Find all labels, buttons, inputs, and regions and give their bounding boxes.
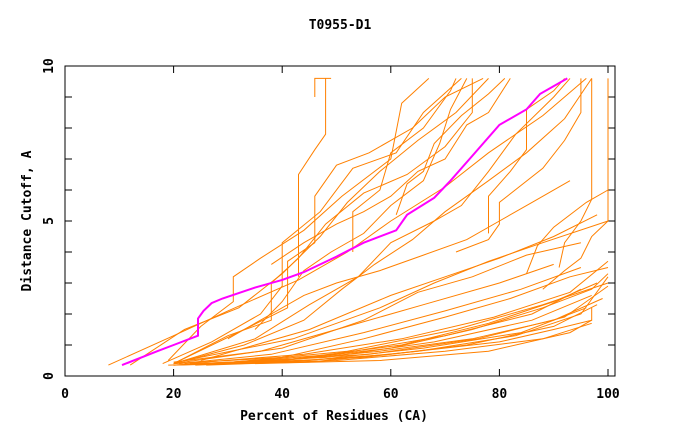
series-line-m7 — [173, 78, 593, 365]
series-line-m4 — [162, 78, 462, 365]
series-line-m29 — [173, 263, 554, 363]
series-line-m35 — [455, 78, 582, 253]
series-line-m32 — [254, 319, 592, 365]
x-tick-label: 40 — [274, 387, 290, 402]
x-tick-label: 0 — [61, 387, 69, 402]
series-line-m12 — [227, 180, 571, 340]
series-line-m5 — [173, 78, 473, 365]
series-line-m38 — [271, 78, 511, 265]
series-line-m36 — [526, 189, 609, 274]
x-tick-label: 80 — [492, 387, 508, 402]
y-axis-label: Distance Cutoff, A — [20, 150, 35, 291]
series-line-m2 — [129, 78, 489, 366]
x-tick-label: 100 — [596, 387, 620, 402]
series-line-m27 — [216, 282, 609, 365]
series-line-m6 — [173, 77, 484, 365]
series-line-m21 — [178, 267, 582, 365]
series-line-m31 — [238, 285, 609, 363]
series-line-m20 — [173, 282, 598, 366]
x-axis-label: Percent of Residues (CA) — [240, 409, 428, 424]
series-line-m15 — [200, 214, 598, 361]
series-line-m28 — [227, 304, 598, 365]
series-line-m14 — [184, 220, 609, 361]
series-line-m25 — [206, 322, 592, 366]
series-line-m33 — [352, 78, 457, 252]
series-line-m30 — [184, 260, 609, 365]
series-line-m9 — [298, 78, 327, 277]
x-tick-label: 60 — [383, 387, 399, 402]
y-tick-label: 10 — [42, 58, 57, 74]
series-line-m40 — [542, 78, 609, 290]
series-line-m13 — [173, 242, 582, 365]
series-line-m34 — [488, 78, 565, 234]
series-line-m39 — [395, 78, 506, 215]
highlight-series-line — [121, 77, 568, 367]
x-tick-label: 20 — [166, 387, 182, 402]
series-line-m26 — [211, 288, 582, 365]
series-line-m8 — [173, 78, 571, 365]
chart-title: T0955-D1 — [309, 18, 372, 33]
plot-frame — [64, 65, 616, 377]
series-line-m1 — [108, 78, 587, 366]
series-line-m37 — [558, 78, 593, 268]
series-line-m11 — [254, 78, 468, 330]
series-line-m10 — [314, 77, 332, 97]
y-tick-label: 0 — [42, 372, 57, 380]
y-tick-label: 5 — [42, 217, 57, 225]
